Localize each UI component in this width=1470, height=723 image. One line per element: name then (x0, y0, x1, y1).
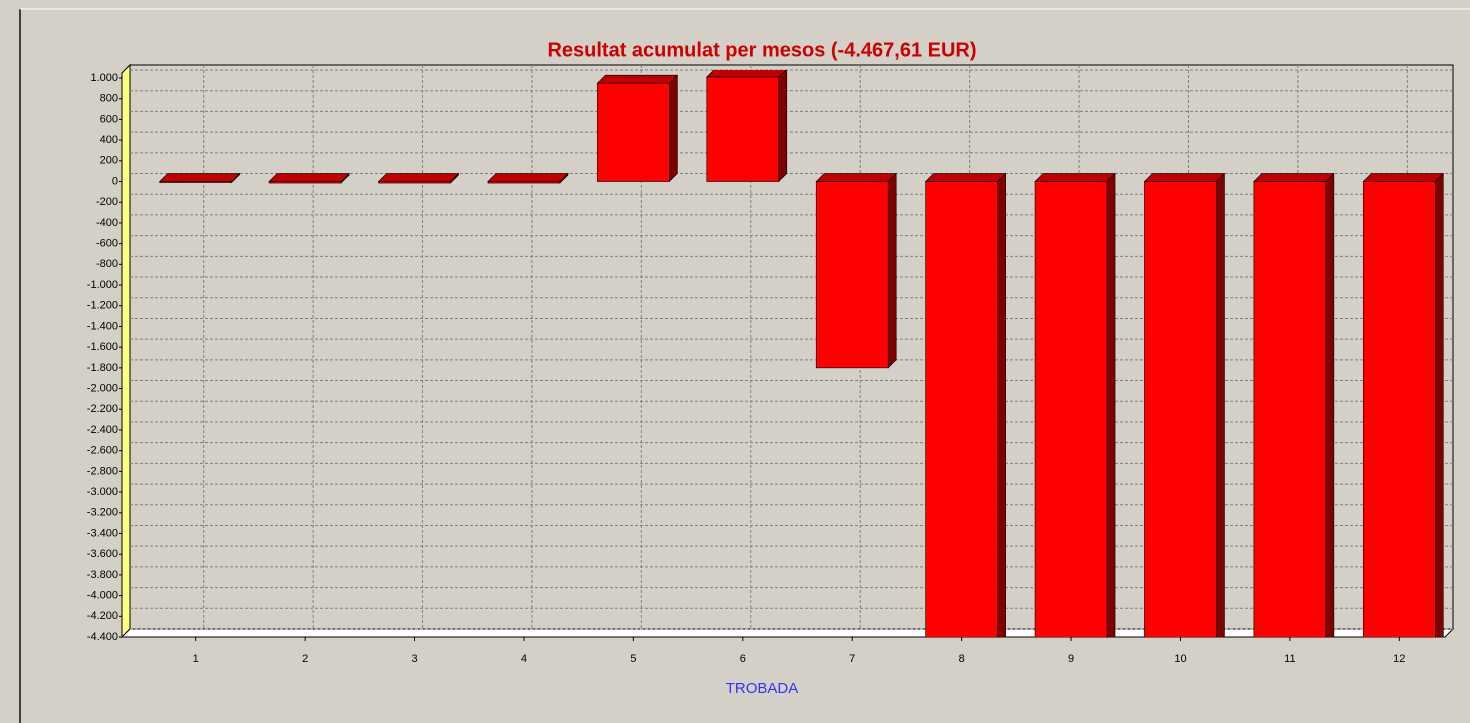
bar (268, 172, 350, 184)
bar-top (706, 70, 787, 78)
x-tick-label: 5 (630, 653, 636, 665)
y-tick-label: -2.800 (87, 465, 118, 477)
bar (1143, 172, 1226, 637)
bar-top (1253, 173, 1335, 182)
y-tick-label: -2.600 (87, 445, 118, 457)
y-tick-label: 200 (100, 155, 118, 167)
y-tick-label: -4.400 (87, 631, 118, 643)
bar-side (669, 74, 678, 183)
x-tick-label: 6 (740, 653, 746, 665)
bar (596, 74, 679, 183)
y-tick-label: -1.200 (87, 300, 118, 312)
bar-front (1362, 181, 1436, 637)
bar-front (159, 181, 233, 183)
bar-top (596, 74, 679, 84)
bar (1362, 172, 1445, 637)
x-tick-label: 4 (521, 653, 527, 665)
y-tick-label: -4.000 (87, 589, 118, 601)
bar-top (487, 173, 569, 182)
bar (706, 70, 788, 183)
bar (815, 172, 897, 369)
bar-front (1253, 181, 1327, 637)
y-tick-label: -400 (96, 217, 118, 229)
y-tick-label: -200 (96, 196, 118, 208)
bar-top (924, 173, 1007, 182)
x-tick-label: 1 (193, 653, 199, 665)
y-tick-label: -1.600 (87, 341, 118, 353)
bar-front (378, 181, 451, 184)
x-tick-label: 12 (1393, 653, 1405, 665)
bar-front (706, 76, 780, 182)
plot-floor (120, 628, 1455, 638)
x-tick-label: 10 (1174, 653, 1186, 665)
bar-top (1143, 173, 1226, 182)
bar (377, 172, 460, 184)
y-tick-label: -3.000 (87, 486, 118, 498)
bar-side (1325, 172, 1335, 637)
y-tick-label: 800 (100, 93, 118, 105)
x-tick-label: 3 (411, 653, 417, 665)
y-tick-label: -1.800 (87, 362, 118, 374)
bar-front (487, 181, 561, 184)
y-tick-label: -1.000 (87, 279, 118, 291)
bar-side (997, 172, 1006, 637)
bar-front (925, 181, 998, 637)
y-tick-label: -600 (96, 238, 118, 250)
y-tick-label: -4.200 (87, 610, 118, 622)
bar-front (268, 181, 342, 184)
x-tick-label: 11 (1284, 653, 1295, 665)
bar-front (1144, 181, 1217, 637)
bar-top (158, 173, 241, 182)
x-tick-label: 9 (1068, 653, 1074, 665)
bar (487, 172, 569, 184)
x-axis-label: TROBADA (726, 680, 799, 697)
bar (1034, 172, 1116, 637)
bars (158, 70, 1445, 637)
y-tick-label: 1.000 (90, 72, 118, 84)
y-tick-label: -2.400 (87, 424, 118, 436)
bar-side (778, 70, 788, 183)
y-tick-label: -1.400 (87, 320, 118, 332)
bar-top (268, 173, 350, 182)
x-tick-label: 8 (959, 653, 965, 665)
y-tick-label: -3.400 (87, 527, 118, 539)
bar-front (1034, 181, 1108, 637)
y-tick-label: -2.000 (87, 382, 118, 394)
x-tick-label: 7 (849, 653, 855, 665)
y-tick-label: -3.200 (87, 507, 118, 519)
bar (158, 172, 241, 184)
y-tick-label: -3.600 (87, 548, 118, 560)
x-tick-label: 2 (302, 653, 308, 665)
bar-side (1434, 172, 1444, 637)
chart-title: Resultat acumulat per mesos (-4.467,61 E… (547, 39, 976, 61)
bar-side (1106, 172, 1116, 637)
y-tick-label: 400 (100, 134, 118, 146)
bar-top (1034, 173, 1116, 182)
bar-front (597, 82, 670, 182)
y-tick-label: -800 (96, 258, 118, 270)
bar-side (1216, 172, 1225, 637)
bar-top (815, 173, 897, 182)
y-tick-label: -2.200 (87, 403, 118, 415)
y-tick-label: 0 (112, 175, 118, 187)
bar-side (887, 172, 897, 369)
bar (1253, 172, 1335, 637)
plot-left-wall (121, 63, 131, 639)
bar-front (815, 181, 889, 369)
bar-top (377, 173, 460, 182)
bar (924, 172, 1007, 637)
bar-top (1362, 173, 1445, 182)
y-tick-label: -3.800 (87, 569, 118, 581)
y-tick-label: 600 (100, 113, 118, 125)
